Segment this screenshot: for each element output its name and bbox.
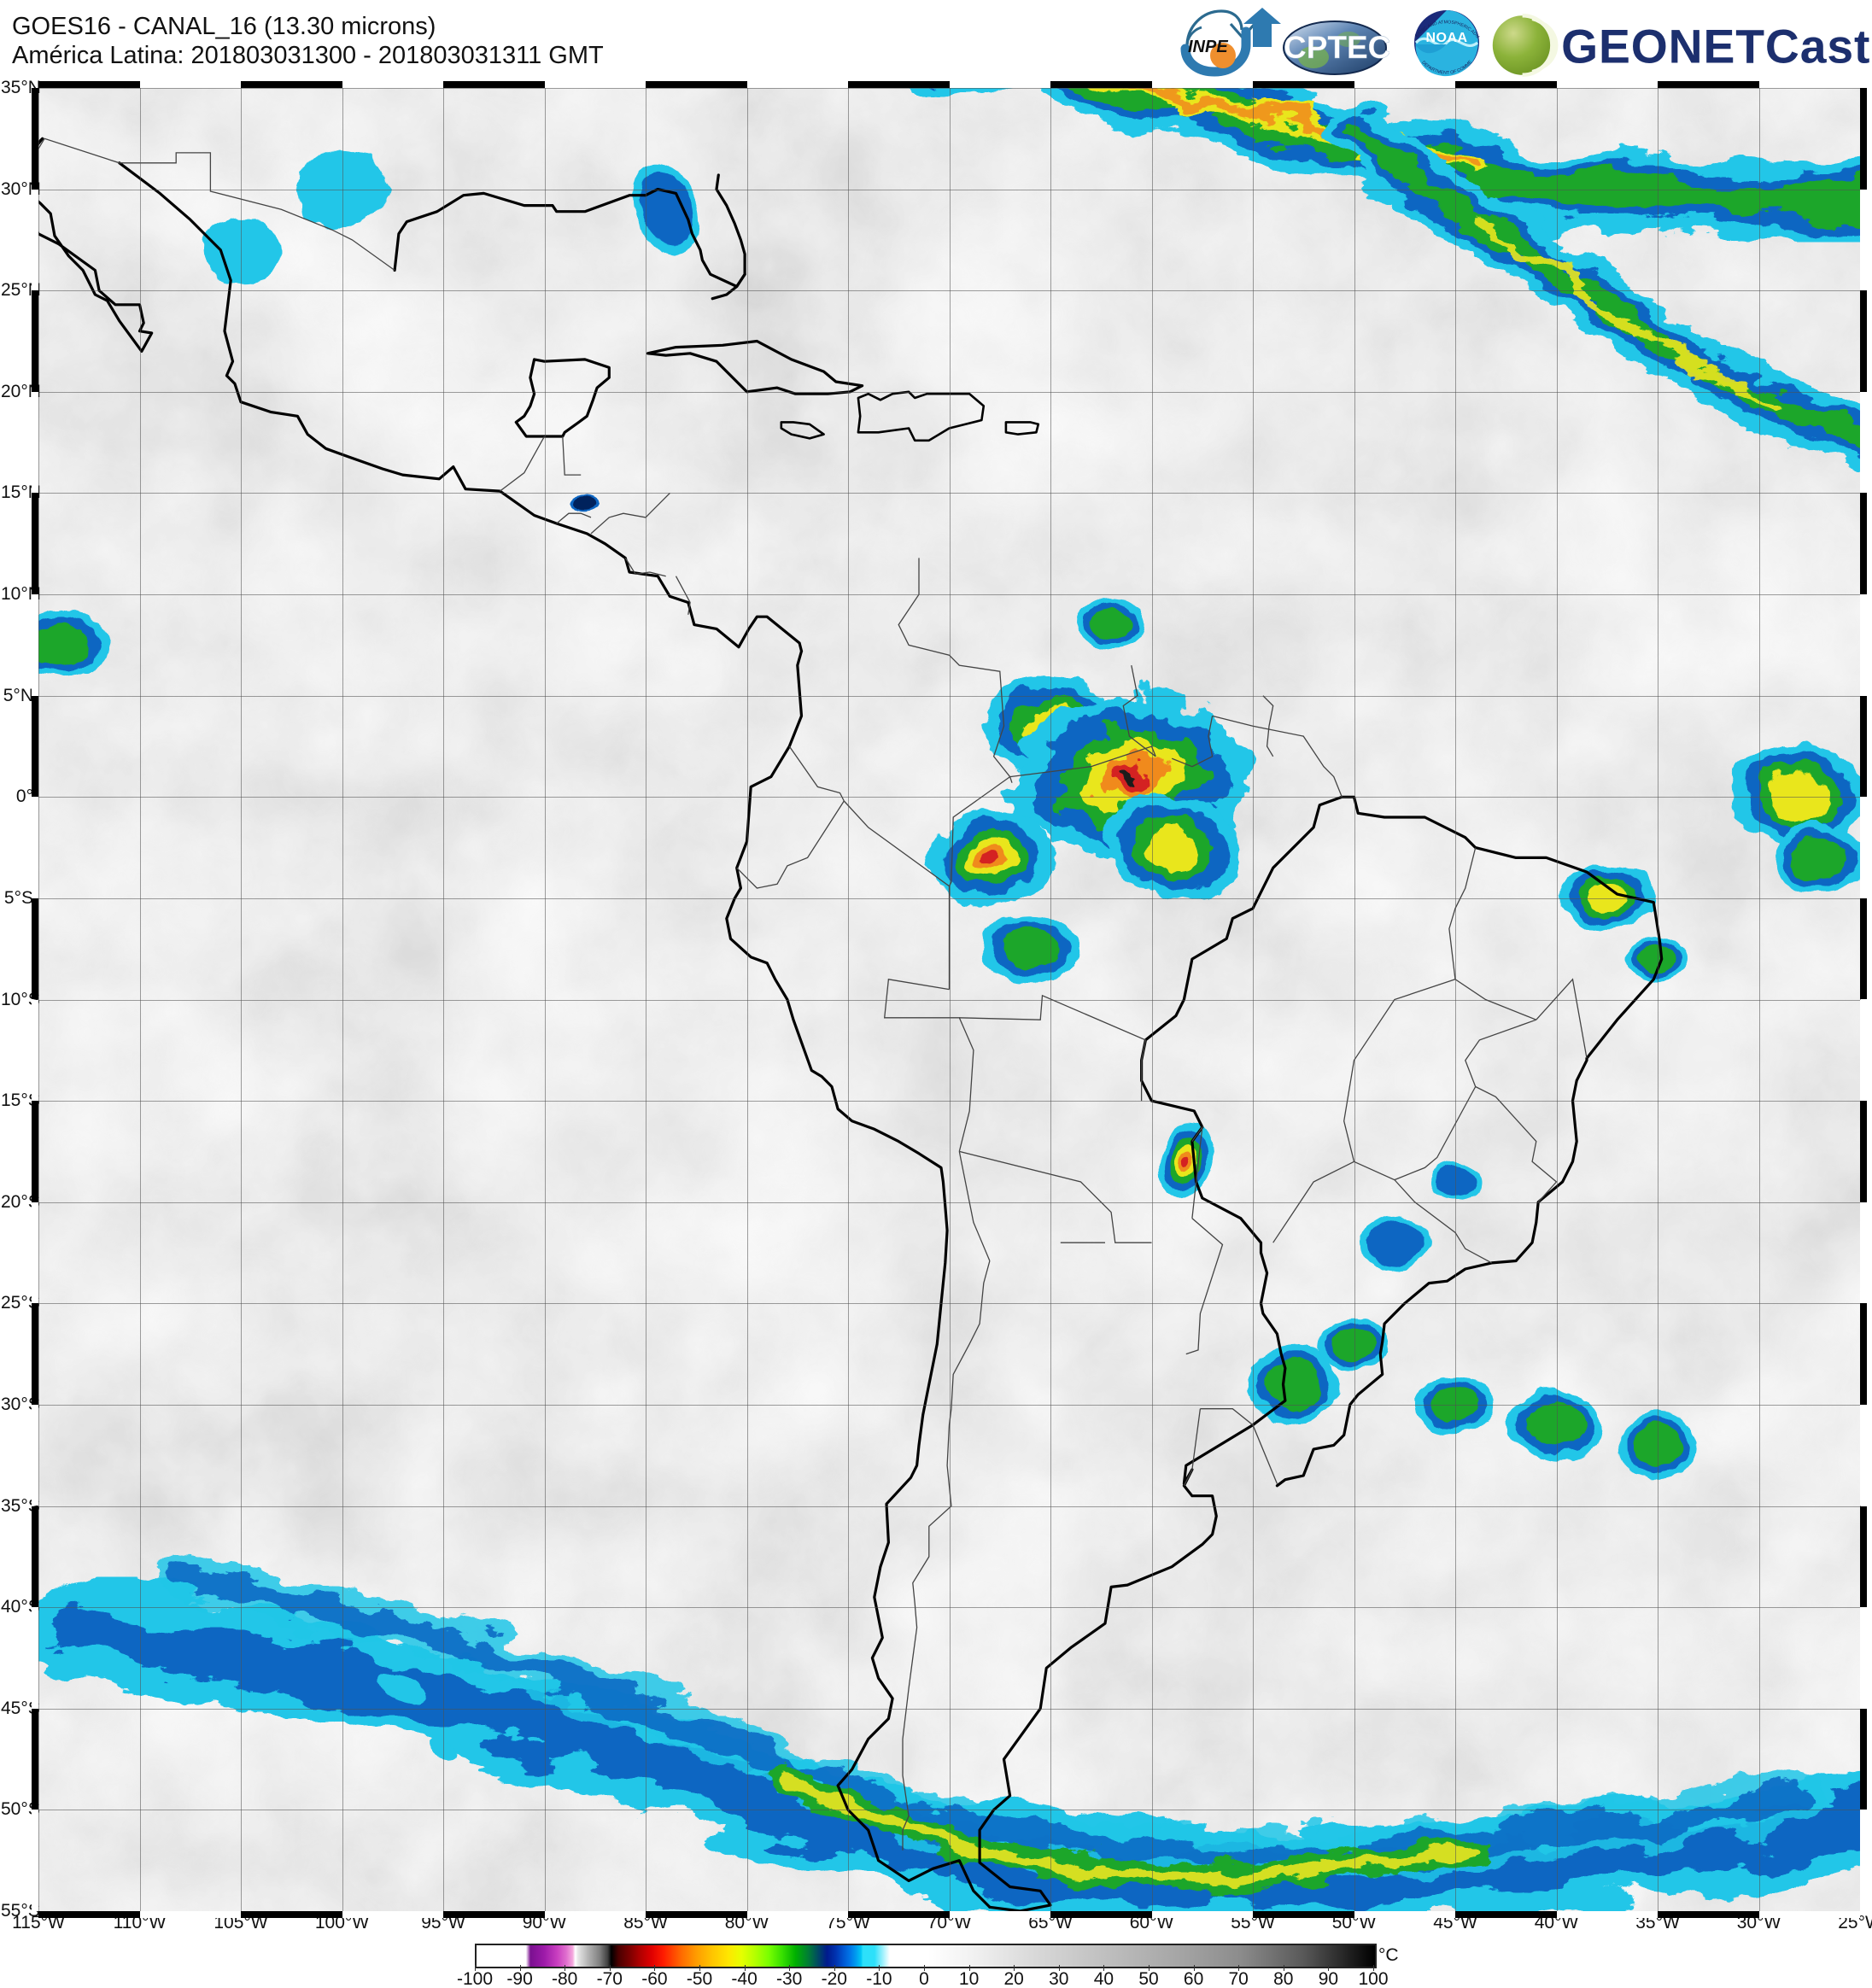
svg-text:GEONETCast: GEONETCast [1561, 20, 1870, 73]
svg-text:INPE: INPE [1188, 38, 1228, 56]
svg-text:CPTEC: CPTEC [1284, 30, 1389, 65]
svg-text:NOAA: NOAA [1425, 31, 1467, 45]
